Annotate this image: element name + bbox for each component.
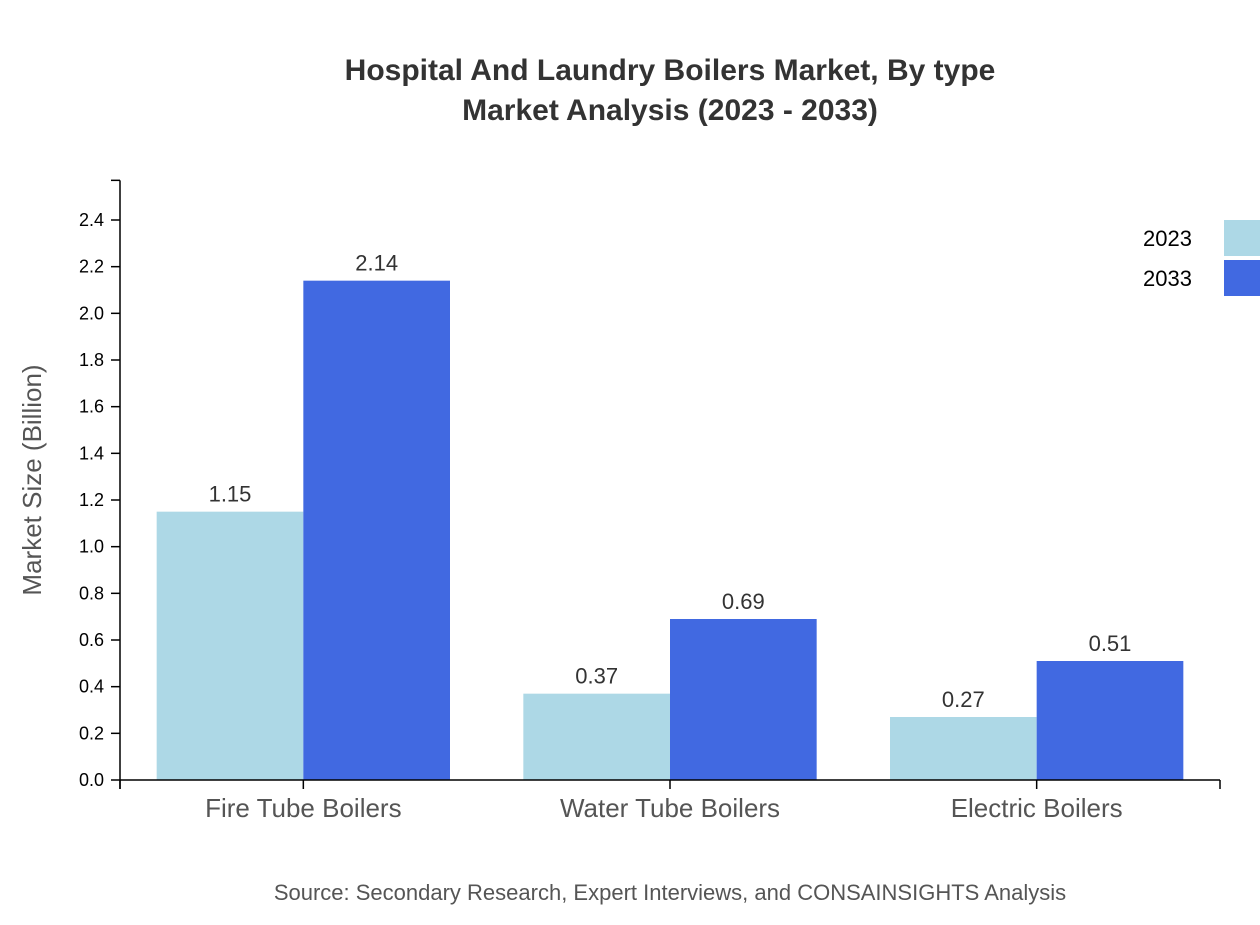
y-tick-label: 2.4 [79, 210, 104, 230]
y-tick-label: 0.2 [79, 723, 104, 743]
legend-swatch-2023 [1224, 220, 1260, 256]
y-tick-label: 2.2 [79, 257, 104, 277]
y-tick-label: 0.8 [79, 583, 104, 603]
chart-title: Hospital And Laundry Boilers Market, By … [345, 54, 996, 87]
data-label: 1.15 [209, 482, 252, 507]
y-tick-label: 0.6 [79, 630, 104, 650]
data-label: 0.27 [942, 687, 985, 712]
y-tick-label: 0.0 [79, 770, 104, 790]
chart-subtitle: Market Analysis (2023 - 2033) [462, 94, 878, 127]
y-axis-label: Market Size (Billion) [17, 364, 47, 595]
y-tick-label: 2.0 [79, 303, 104, 323]
legend-label: 2033 [1143, 266, 1192, 291]
y-tick-label: 1.0 [79, 537, 104, 557]
y-tick-label: 1.4 [79, 443, 104, 463]
y-tick-label: 0.4 [79, 677, 104, 697]
source-note: Source: Secondary Research, Expert Inter… [274, 880, 1066, 905]
bar-2033-1 [670, 619, 817, 780]
data-label: 0.37 [575, 664, 618, 689]
bar-2023-1 [523, 693, 670, 780]
bar-2033-2 [1036, 661, 1184, 780]
y-tick-label: 1.2 [79, 490, 104, 510]
data-label: 2.14 [355, 251, 398, 276]
x-tick-label: Fire Tube Boilers [205, 793, 402, 823]
x-tick-label: Electric Boilers [951, 793, 1123, 823]
data-label: 0.69 [722, 589, 765, 614]
data-label: 0.51 [1089, 631, 1132, 656]
x-tick-label: Water Tube Boilers [560, 793, 780, 823]
bar-2023-2 [890, 717, 1037, 780]
bar-2033-0 [303, 280, 450, 780]
y-tick-label: 1.8 [79, 350, 104, 370]
legend-label: 2023 [1143, 226, 1192, 251]
y-tick-label: 1.6 [79, 397, 104, 417]
legend-swatch-2033 [1224, 260, 1260, 296]
bar-2023-0 [156, 511, 304, 780]
